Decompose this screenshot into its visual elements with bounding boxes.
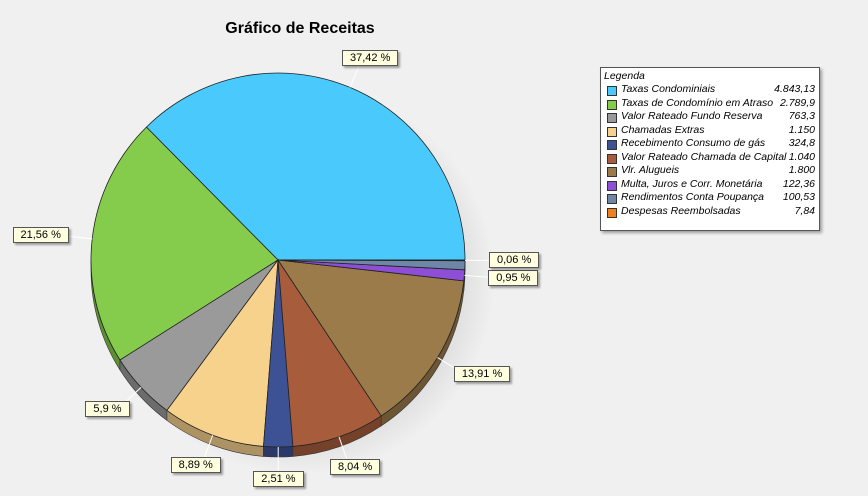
legend-swatch (607, 140, 617, 150)
percent-label: 8,04 % (330, 459, 381, 475)
legend-value: 1.800 (788, 164, 815, 176)
callout-leader (68, 235, 93, 240)
legend-label: Valor Rateado Fundo Reserva (621, 110, 763, 122)
legend-swatch (607, 167, 617, 177)
pie-slice[interactable] (90, 126, 279, 361)
percent-label: 37,42 % (342, 49, 399, 66)
legend-item: Despesas Reembolsadas 7,84 (601, 205, 819, 219)
legend-swatch (607, 126, 617, 137)
legend-label: Taxas Condominiais (621, 83, 716, 95)
legend-label: Recebimento Consumo de gás (621, 137, 766, 149)
pie-slice[interactable] (277, 259, 465, 417)
pie-chart (68, 65, 495, 475)
legend-label: Taxas de Condomínio em Atraso (621, 96, 774, 109)
legend-value: 324,8 (788, 137, 815, 149)
legend-label: Rendimentos Conta Poupança (621, 191, 765, 203)
percent-label: 13,91 % (453, 366, 511, 383)
legend-value: 763,3 (788, 110, 815, 122)
callout-leader (203, 435, 214, 458)
legend-value: 1.150 (788, 123, 815, 136)
percent-label: 0,95 % (488, 270, 539, 286)
legend-item: Rendimentos Conta Poupança 100,53 (601, 191, 819, 205)
callout-leader (123, 387, 142, 405)
legend-label: Despesas Reembolsadas (621, 204, 741, 217)
legend-item: Chamadas Extras 1.150 (601, 124, 819, 138)
percent-label: 21,56 % (12, 227, 69, 244)
legend: Legenda Taxas Condominiais 4.843,13 Taxas … (600, 67, 820, 231)
callout-leader (349, 65, 360, 88)
legend-title: Legenda (604, 70, 645, 82)
legend-value: 7,84 (794, 204, 815, 217)
legend-value: 4.843,13 (774, 83, 815, 95)
legend-item: Recebimento Consumo de gás 324,8 (601, 137, 819, 151)
percent-label: 2,51 % (253, 471, 304, 487)
legend-item: Taxas Condominiais 4.843,13 (601, 83, 819, 97)
chart-title: Gráfico de Receitas (225, 20, 375, 37)
legend-item: Valor Rateado Fundo Reserva 763,3 (601, 110, 819, 124)
legend-item: Vlr. Alugueis 1.800 (601, 164, 819, 178)
callout-leader (464, 274, 489, 278)
legend-label: Chamadas Extras (621, 123, 705, 136)
legend-value: 2.789,9 (779, 96, 815, 109)
legend-value: 100,53 (782, 191, 815, 203)
legend-swatch (607, 153, 617, 164)
legend-swatch (607, 86, 617, 96)
legend-swatch (607, 180, 617, 191)
legend-item: Taxas de Condomínio em Atraso 2.789,9 (601, 97, 819, 111)
legend-value: 1.040 (788, 150, 815, 163)
legend-value: 122,36 (782, 177, 815, 190)
legend-swatch (607, 113, 617, 123)
legend-label: Valor Rateado Chamada de Capital (621, 150, 787, 163)
legend-swatch (607, 207, 617, 218)
percent-label: 8,89 % (170, 457, 221, 474)
legend-swatch (607, 99, 617, 110)
callout-leader (338, 436, 348, 460)
percent-label: 0,06 % (489, 252, 540, 269)
pie-slice[interactable] (277, 259, 382, 447)
pie-slice[interactable] (145, 72, 466, 261)
legend-label: Multa, Juros e Corr. Monetária (621, 177, 763, 190)
legend-item: Multa, Juros e Corr. Monetária 122,36 (601, 178, 819, 192)
legend-swatch (607, 194, 617, 204)
legend-item: Valor Rateado Chamada de Capital 1.040 (601, 151, 819, 165)
legend-label: Vlr. Alugueis (621, 164, 680, 176)
percent-label: 5,9 % (85, 401, 130, 418)
